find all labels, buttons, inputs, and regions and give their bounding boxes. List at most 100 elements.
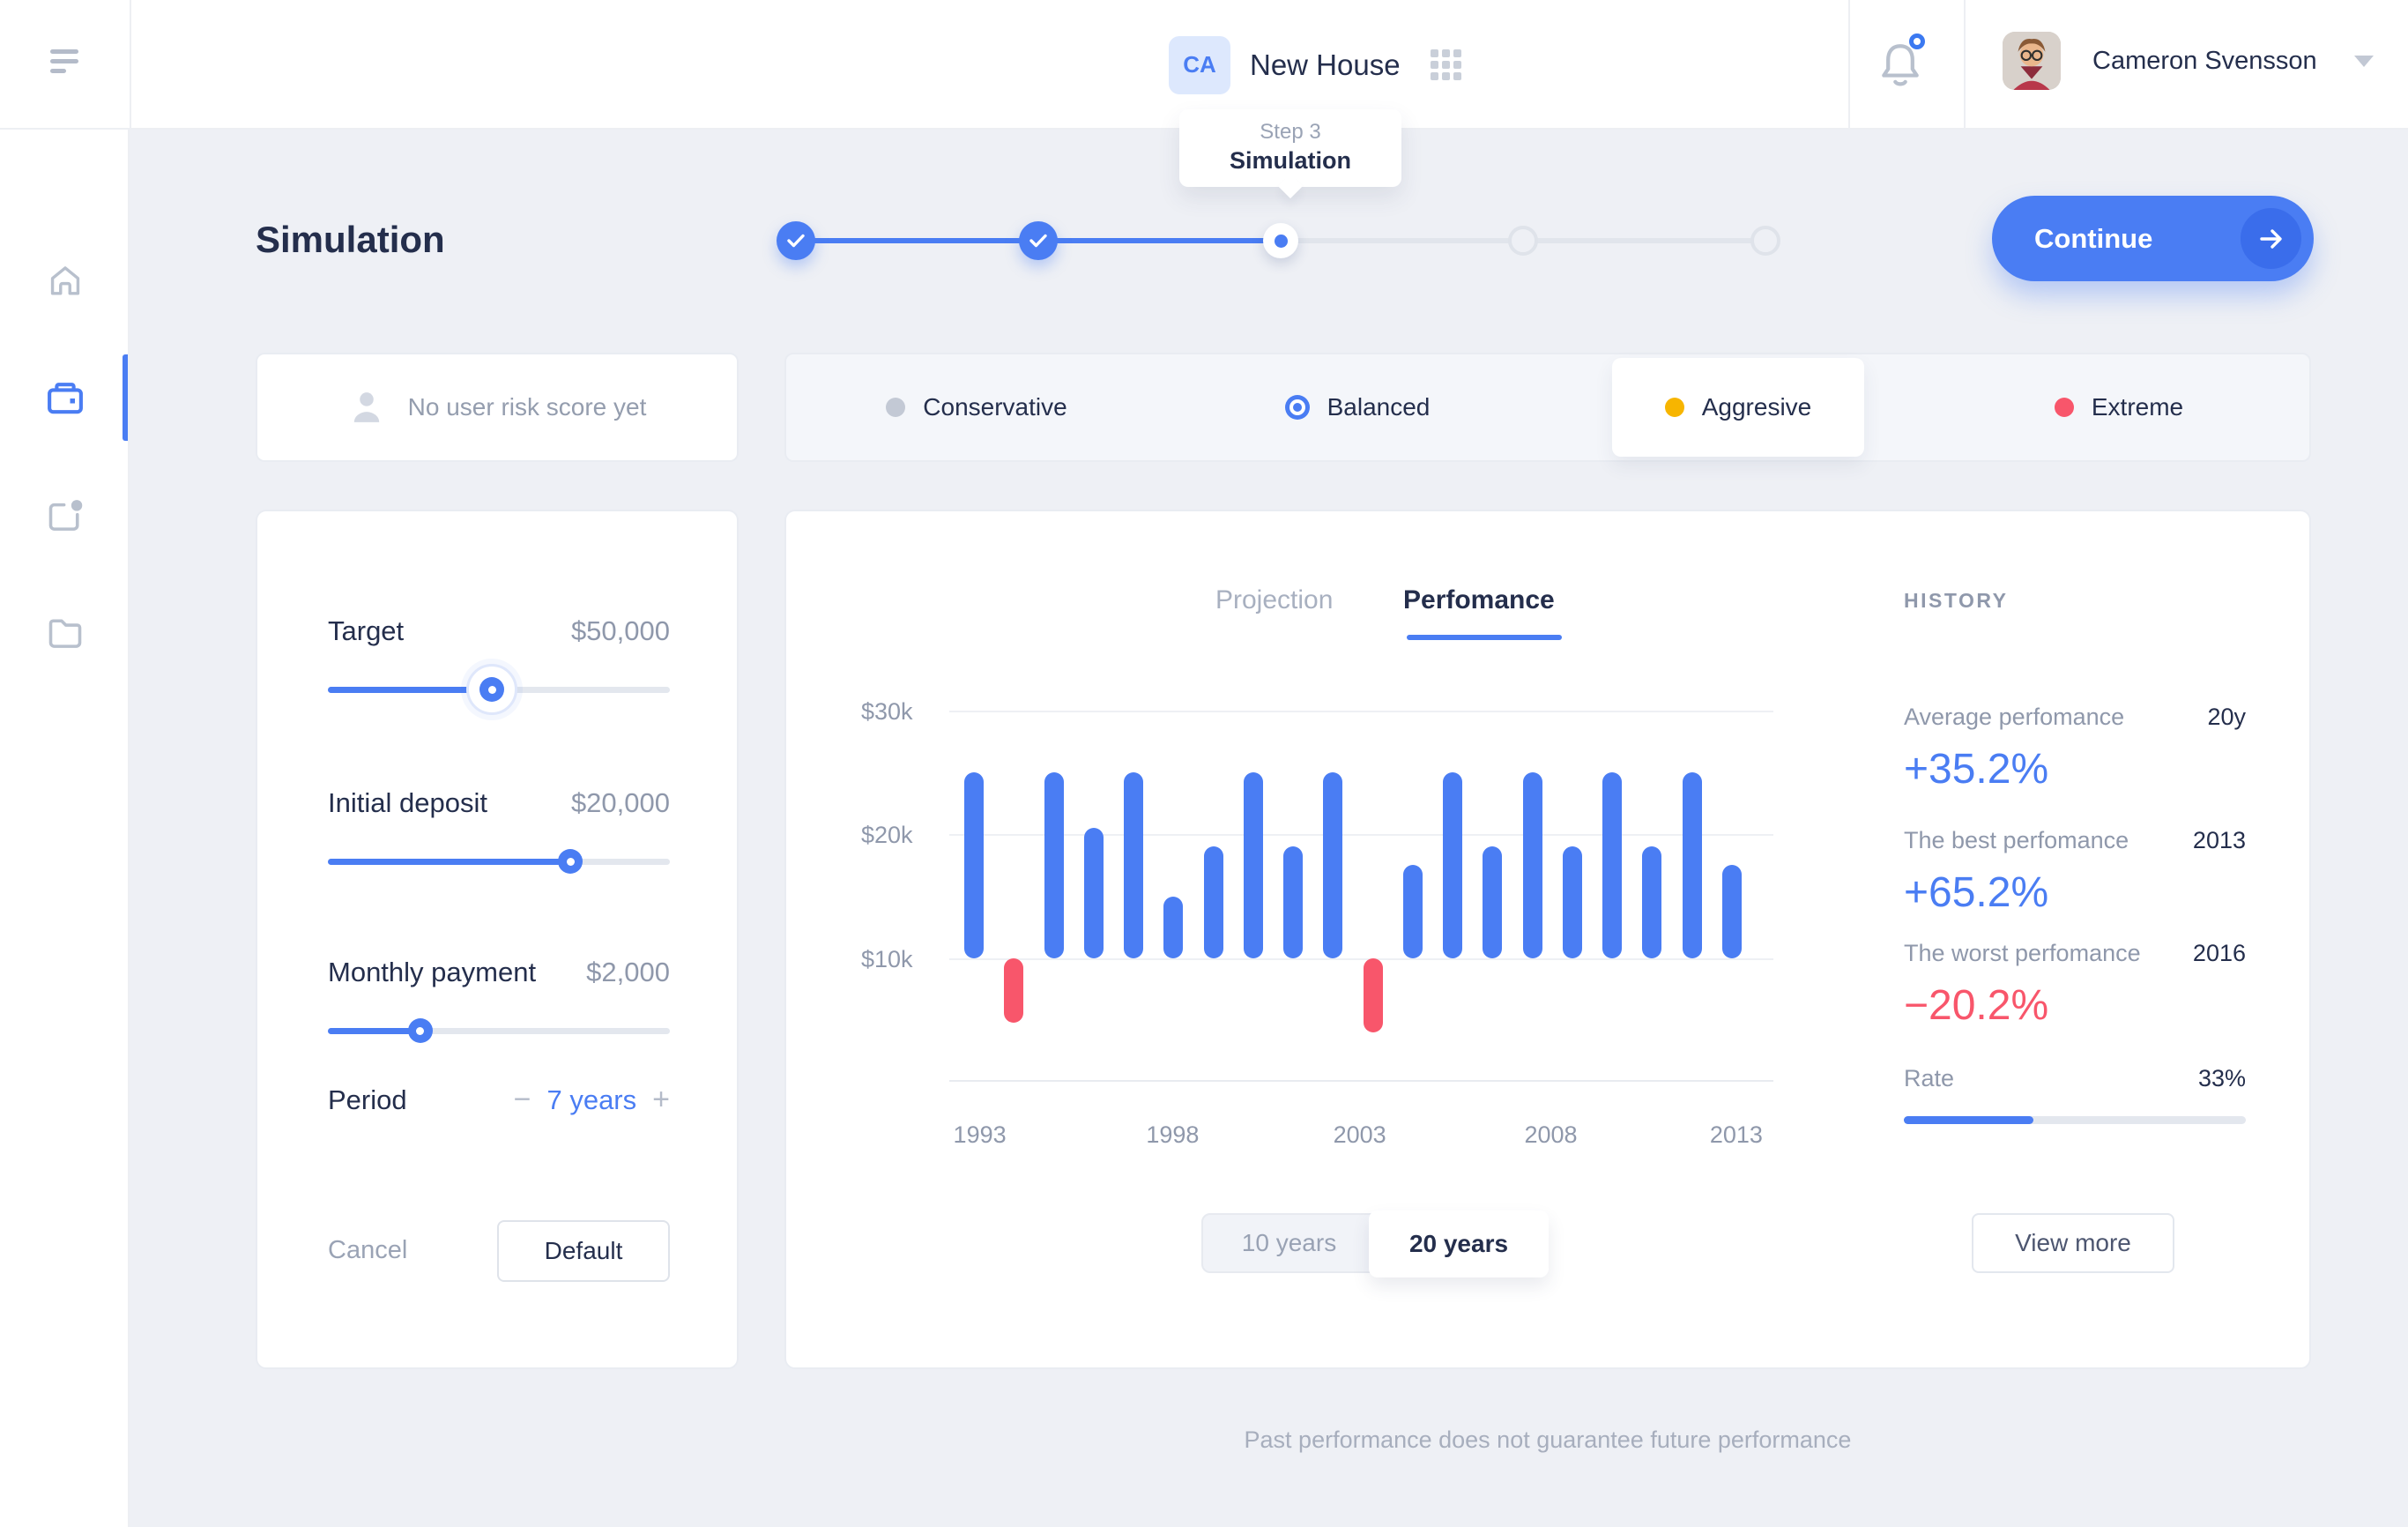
step-tooltip: Step 3 Simulation — [1179, 109, 1401, 187]
user-icon — [353, 392, 379, 422]
range-20-years[interactable]: 20 years — [1369, 1210, 1549, 1277]
risk-option-extreme[interactable]: Extreme — [1929, 354, 2309, 460]
continue-label: Continue — [2034, 222, 2153, 254]
slider-thumb[interactable] — [558, 849, 583, 874]
risk-option-label: Extreme — [2091, 393, 2184, 421]
header-divider — [1964, 0, 1966, 130]
tab-projection[interactable]: Projection — [1215, 585, 1334, 615]
slider-track[interactable] — [328, 1028, 670, 1034]
monthly-payment-slider[interactable] — [328, 1018, 670, 1043]
sidebar-item-portfolio[interactable] — [0, 488, 130, 544]
aggresive-dot-icon — [1664, 398, 1684, 417]
project-badge: CA — [1169, 35, 1230, 94]
y-axis-tick: $10k — [861, 946, 913, 972]
progress-stepper — [777, 221, 1780, 260]
extreme-dot-icon — [2054, 398, 2074, 417]
slider-thumb[interactable] — [407, 1018, 433, 1043]
continue-button[interactable]: Continue — [1992, 196, 2314, 281]
check-icon — [1029, 234, 1047, 248]
risk-option-label: Aggresive — [1701, 393, 1812, 421]
chart-bar-2002 — [1323, 772, 1343, 958]
tab-perfomance[interactable]: Perfomance — [1403, 585, 1555, 615]
top-header: CA New House — [0, 0, 2408, 130]
chart-bar-2007 — [1522, 772, 1542, 958]
rate-value: 33% — [2197, 1065, 2246, 1091]
x-axis-tick: 1993 — [953, 1121, 1007, 1148]
slider-fill — [328, 859, 571, 865]
sidebar-item-documents[interactable] — [0, 605, 130, 661]
tooltip-step-label: Simulation — [1229, 147, 1351, 174]
cancel-button[interactable]: Cancel — [328, 1236, 408, 1264]
risk-option-label: Conservative — [923, 393, 1067, 421]
history-row-worst: The worst perfomance 2016 −20.2% — [1904, 940, 2246, 1030]
avatar — [2003, 32, 2061, 90]
tooltip-step-number: Step 3 — [1260, 120, 1321, 144]
risk-option-balanced[interactable]: Balanced — [1167, 354, 1548, 460]
initial-deposit-value: $20,000 — [570, 787, 670, 818]
notifications-button[interactable] — [1877, 34, 1927, 93]
project-switcher[interactable]: CA New House — [1169, 0, 1461, 130]
slider-thumb[interactable] — [479, 677, 505, 702]
default-button[interactable]: Default — [497, 1220, 670, 1282]
step-2-done[interactable] — [1019, 221, 1058, 260]
user-menu[interactable]: Cameron Svensson — [2003, 32, 2374, 90]
risk-score-card: No user risk score yet — [256, 353, 739, 462]
hamburger-menu-icon[interactable] — [50, 49, 78, 74]
risk-option-aggresive: Aggresive — [1548, 354, 1929, 460]
chart-bar-1999 — [1203, 846, 1223, 958]
wallet-icon — [47, 383, 83, 414]
check-icon — [787, 234, 805, 248]
apps-grid-icon[interactable] — [1430, 49, 1461, 80]
sidebar-item-simulations[interactable] — [0, 370, 130, 427]
risk-option-aggresive-card[interactable]: Aggresive — [1612, 358, 1864, 457]
step-3-active[interactable] — [1263, 223, 1298, 258]
simulation-parameters-card: Target $50,000 Initial deposit $20,000 — [256, 510, 739, 1369]
x-axis-ticks: 1993 1998 2003 2008 2013 — [949, 1121, 1773, 1148]
performance-panel: Projection Perfomance HISTORY $30k $20k … — [784, 510, 2311, 1369]
initial-deposit-slider[interactable] — [328, 849, 670, 874]
slider-fill — [328, 687, 493, 693]
arrow-right-icon — [2241, 208, 2301, 269]
chart-bar-1993 — [964, 772, 984, 958]
monthly-payment-group: Monthly payment $2,000 — [328, 957, 670, 1043]
sidebar-item-home[interactable] — [0, 253, 130, 309]
monthly-payment-label: Monthly payment — [328, 957, 537, 987]
risk-profile-selector: Conservative Balanced Aggresive Extreme — [784, 353, 2311, 462]
period-decrease-button[interactable]: − — [513, 1083, 531, 1116]
chart-bar-2010 — [1642, 846, 1662, 958]
y-axis-tick: $30k — [861, 698, 913, 725]
risk-option-conservative[interactable]: Conservative — [786, 354, 1167, 460]
risk-option-label: Balanced — [1327, 393, 1431, 421]
chart-bar-1996 — [1083, 828, 1104, 958]
target-slider[interactable] — [328, 664, 670, 715]
step-1-done[interactable] — [777, 221, 815, 260]
step-4-todo[interactable] — [1508, 226, 1538, 256]
history-value: −20.2% — [1904, 982, 2049, 1029]
risk-score-empty-text: No user risk score yet — [407, 393, 647, 421]
bar-chart-plot — [949, 711, 1773, 1082]
chart-bar-1997 — [1124, 772, 1144, 958]
chart-bar-2009 — [1602, 772, 1623, 958]
notification-badge — [1909, 34, 1925, 49]
chart-bar-2000 — [1243, 772, 1263, 958]
page-title: Simulation — [256, 219, 445, 260]
x-axis-tick: 2013 — [1709, 1121, 1763, 1148]
view-more-button[interactable]: View more — [1972, 1213, 2174, 1273]
y-axis-tick: $20k — [861, 822, 913, 848]
chart-bar-2003 — [1363, 957, 1383, 1032]
x-axis-tick: 2008 — [1524, 1121, 1578, 1148]
history-label: The worst perfomance — [1904, 940, 2141, 966]
period-increase-button[interactable]: + — [652, 1083, 670, 1116]
target-value: $50,000 — [570, 615, 670, 646]
history-value: +35.2% — [1904, 746, 2049, 793]
history-value: +65.2% — [1904, 869, 2049, 916]
history-label: Average perfomance — [1904, 704, 2125, 730]
slider-fill — [328, 1028, 420, 1034]
step-5-todo[interactable] — [1750, 226, 1780, 256]
range-10-years[interactable]: 10 years — [1241, 1229, 1337, 1256]
slider-track[interactable] — [328, 859, 670, 865]
history-meta: 2016 — [2192, 940, 2246, 966]
initial-deposit-label: Initial deposit — [328, 787, 487, 818]
initial-deposit-group: Initial deposit $20,000 — [328, 787, 670, 874]
